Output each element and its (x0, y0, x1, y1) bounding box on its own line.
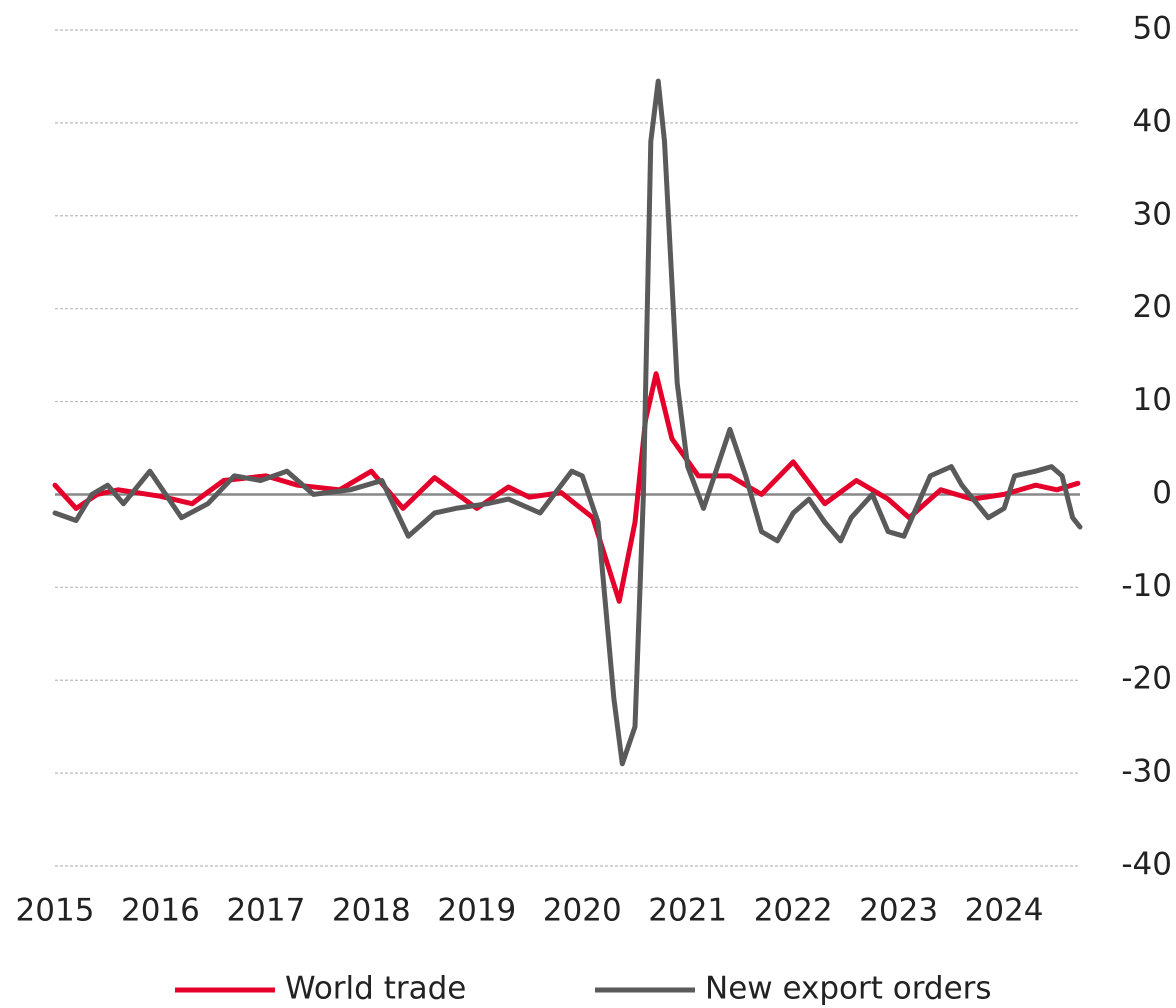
series-line (52, 78, 1083, 767)
x-tick-label: 2021 (648, 893, 727, 929)
legend-label: New export orders (705, 971, 992, 1007)
series-line (52, 371, 1081, 604)
x-tick-label: 2020 (543, 893, 622, 929)
y-tick-label: 20 (1133, 289, 1172, 325)
x-tick-label: 2019 (437, 893, 516, 929)
x-tick-label: 2023 (859, 893, 938, 929)
legend-label: World trade (285, 971, 466, 1007)
y-tick-label: -10 (1121, 568, 1172, 604)
y-tick-label: -30 (1121, 754, 1172, 790)
x-tick-label: 2015 (16, 893, 95, 929)
y-tick-label: 10 (1133, 382, 1172, 418)
y-tick-label: 0 (1152, 475, 1172, 511)
x-tick-label: 2018 (332, 893, 411, 929)
x-tick-label: 2016 (121, 893, 200, 929)
x-tick-label: 2024 (965, 893, 1044, 929)
x-tick-label: 2017 (226, 893, 305, 929)
y-tick-label: -20 (1121, 661, 1172, 697)
x-tick-label: 2022 (754, 893, 833, 929)
y-tick-label: 30 (1133, 196, 1172, 232)
y-tick-label: 40 (1133, 103, 1172, 139)
y-tick-label: -40 (1121, 847, 1172, 883)
y-tick-label: 50 (1133, 11, 1172, 47)
